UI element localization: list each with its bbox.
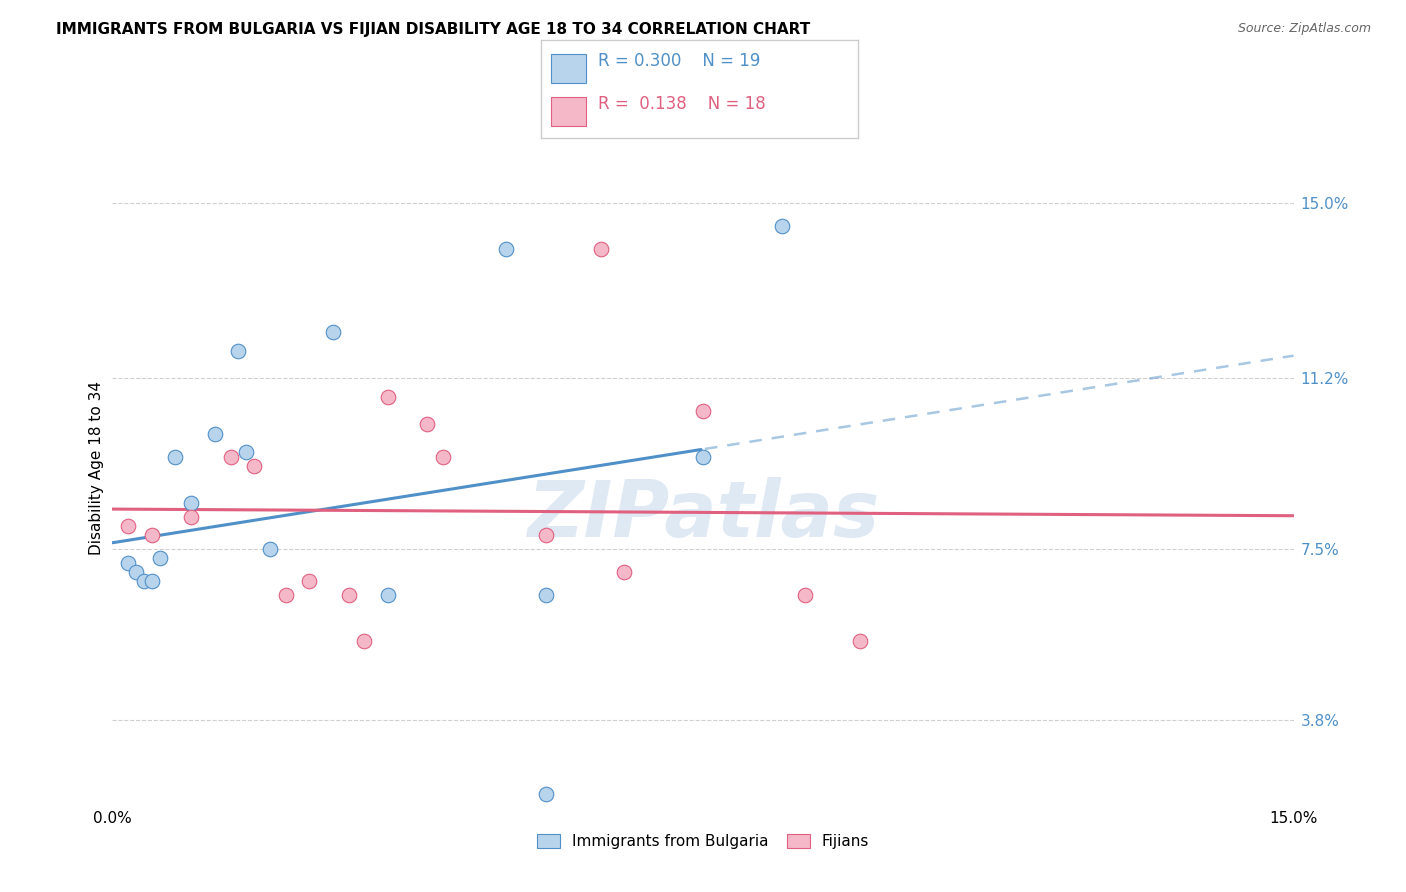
Text: IMMIGRANTS FROM BULGARIA VS FIJIAN DISABILITY AGE 18 TO 34 CORRELATION CHART: IMMIGRANTS FROM BULGARIA VS FIJIAN DISAB… — [56, 22, 810, 37]
Point — [204, 426, 226, 441]
Point — [534, 787, 557, 801]
Point — [132, 574, 155, 589]
Point — [353, 634, 375, 648]
Text: Source: ZipAtlas.com: Source: ZipAtlas.com — [1237, 22, 1371, 36]
Point — [117, 556, 139, 570]
FancyBboxPatch shape — [551, 97, 586, 127]
Point — [149, 551, 172, 566]
Y-axis label: Disability Age 18 to 34: Disability Age 18 to 34 — [89, 381, 104, 556]
Point — [849, 634, 872, 648]
Point — [337, 588, 360, 602]
Point — [141, 528, 163, 542]
Point — [534, 588, 557, 602]
Point — [228, 343, 250, 358]
Point — [589, 242, 612, 256]
Point — [432, 450, 454, 464]
Point — [125, 565, 148, 579]
Point — [298, 574, 321, 589]
Point — [770, 219, 793, 233]
Text: R =  0.138    N = 18: R = 0.138 N = 18 — [599, 95, 766, 113]
Text: ZIPatlas: ZIPatlas — [527, 477, 879, 553]
Point — [165, 450, 187, 464]
Point — [692, 450, 714, 464]
Point — [692, 403, 714, 417]
Point — [235, 445, 257, 459]
Point — [180, 496, 202, 510]
Point — [322, 325, 344, 339]
Point — [377, 805, 399, 819]
Point — [274, 588, 297, 602]
Point — [377, 390, 399, 404]
Point — [377, 588, 399, 602]
Point — [416, 417, 439, 432]
Point — [141, 574, 163, 589]
Point — [243, 458, 266, 473]
Legend: Immigrants from Bulgaria, Fijians: Immigrants from Bulgaria, Fijians — [530, 828, 876, 855]
Text: R = 0.300    N = 19: R = 0.300 N = 19 — [599, 52, 761, 70]
Point — [117, 519, 139, 533]
Point — [259, 542, 281, 557]
Point — [180, 509, 202, 524]
FancyBboxPatch shape — [551, 54, 586, 83]
Point — [534, 528, 557, 542]
Point — [794, 588, 817, 602]
Point — [613, 565, 636, 579]
Point — [495, 242, 517, 256]
Point — [219, 450, 242, 464]
